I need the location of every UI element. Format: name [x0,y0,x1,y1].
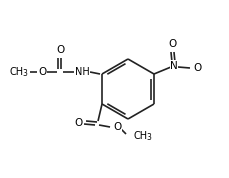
Text: O: O [74,118,82,128]
Text: 3: 3 [23,69,27,78]
Text: O: O [38,67,46,77]
Text: O: O [194,63,202,73]
Text: 3: 3 [147,133,151,142]
Text: O: O [113,122,121,132]
Text: NH: NH [75,67,89,77]
Text: CH: CH [10,67,24,77]
Text: N: N [170,61,178,71]
Text: O: O [56,45,64,55]
Text: CH: CH [134,131,148,141]
Text: O: O [169,39,177,49]
